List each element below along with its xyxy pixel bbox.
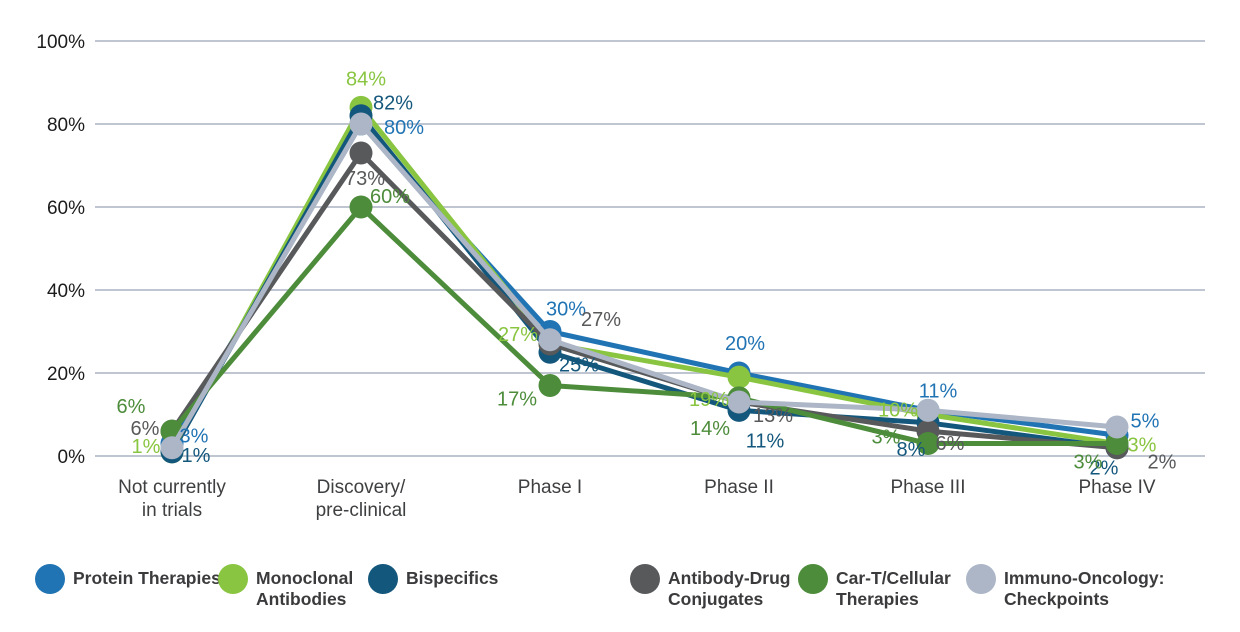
data-label: 3%	[872, 427, 901, 449]
data-label: 60%	[370, 186, 410, 208]
legend-marker-icon	[630, 564, 660, 594]
trial-phase-line-chart: 0% 20% 40% 60% 80% 100% Not currently in trials…	[36, 32, 1205, 521]
legend-item-label: Antibody-Drug Conjugates	[668, 568, 791, 610]
data-point	[160, 436, 184, 460]
data-point	[1105, 415, 1129, 439]
data-label: 1%	[132, 436, 161, 458]
data-point	[1105, 432, 1129, 456]
data-point	[349, 195, 373, 219]
data-label: 6%	[131, 418, 160, 440]
x-category-label: Phase I	[518, 477, 582, 498]
data-label: 27%	[498, 324, 538, 346]
legend-item-monoclonal-antibodies: Monoclonal Antibodies	[218, 564, 353, 611]
x-category-label: Discovery/pre-clinical	[316, 477, 407, 521]
y-tick-label: 100%	[36, 32, 85, 53]
data-label: 84%	[346, 68, 386, 90]
data-point	[916, 398, 940, 422]
data-label: 1%	[182, 445, 211, 467]
legend-marker-icon	[966, 564, 996, 594]
legend-item-bispecifics: Bispecifics	[368, 564, 498, 594]
data-label: 3%	[1074, 452, 1103, 474]
legend-marker-icon	[218, 564, 248, 594]
data-point	[349, 141, 373, 165]
data-label: 80%	[384, 117, 424, 139]
data-label: 20%	[725, 333, 765, 355]
data-point	[727, 390, 751, 414]
legend-marker-icon	[798, 564, 828, 594]
series-line	[169, 104, 1120, 455]
x-category-label: Not currently in trials	[118, 477, 226, 521]
data-label: 5%	[1131, 410, 1160, 432]
legend-item-antibody-drug-conjugates: Antibody-Drug Conjugates	[630, 564, 790, 611]
legend-item-label: Bispecifics	[406, 568, 499, 588]
data-label: 6%	[117, 396, 146, 418]
x-category-label: Phase III	[891, 477, 966, 498]
legend-marker-icon	[368, 564, 398, 594]
y-tick-label: 20%	[47, 364, 85, 385]
data-point	[727, 365, 751, 389]
legend-item-label: Immuno-Oncology: Checkpoints	[1004, 568, 1165, 610]
data-label: 8%	[897, 439, 926, 461]
data-label: 17%	[497, 388, 537, 410]
data-label: 6%	[936, 433, 965, 455]
data-label: 2%	[1148, 452, 1177, 474]
data-point	[349, 112, 373, 136]
y-tick-label: 80%	[47, 115, 85, 136]
y-tick-label: 0%	[58, 447, 86, 468]
data-label: 82%	[373, 93, 413, 115]
data-label: 25%	[559, 354, 599, 376]
data-label: 3%	[1128, 435, 1157, 457]
data-label: 11%	[746, 430, 785, 452]
data-point	[538, 373, 562, 397]
series-line	[169, 121, 1120, 447]
data-label: 27%	[581, 309, 621, 331]
legend-item-label: Monoclonal Antibodies	[256, 568, 354, 610]
legend-item-label: Car-T/Cellular Therapies	[836, 568, 951, 610]
series-line	[169, 121, 1120, 451]
data-label: 10%	[878, 400, 918, 422]
chart-legend: Protein Therapies Monoclonal Antibodies …	[0, 0, 1240, 609]
data-label: 30%	[546, 299, 586, 321]
x-category-label: Phase II	[704, 477, 774, 498]
y-tick-label: 60%	[47, 198, 85, 219]
legend-item-car-t-cellular-therapies: Car-T/Cellular Therapies	[798, 564, 951, 611]
data-label: 19%	[689, 389, 729, 411]
legend-marker-icon	[35, 564, 65, 594]
data-label: 3%	[180, 426, 209, 448]
series-line	[169, 204, 1120, 447]
x-category-label: Phase IV	[1078, 477, 1155, 498]
series-line	[169, 113, 1120, 455]
legend-item-label: Protein Therapies	[73, 568, 221, 588]
data-label: 11%	[919, 380, 958, 402]
data-point	[916, 432, 940, 456]
y-tick-label: 40%	[47, 281, 85, 302]
legend-item-immuno-oncology-checkpoints: Immuno-Oncology: Checkpoints	[966, 564, 1164, 611]
data-label: 73%	[345, 168, 385, 190]
data-point	[538, 328, 562, 352]
data-label: 14%	[690, 418, 730, 440]
data-label: 2%	[1090, 458, 1119, 480]
data-label: 13%	[753, 405, 793, 427]
legend-item-protein-therapies: Protein Therapies	[35, 564, 221, 594]
